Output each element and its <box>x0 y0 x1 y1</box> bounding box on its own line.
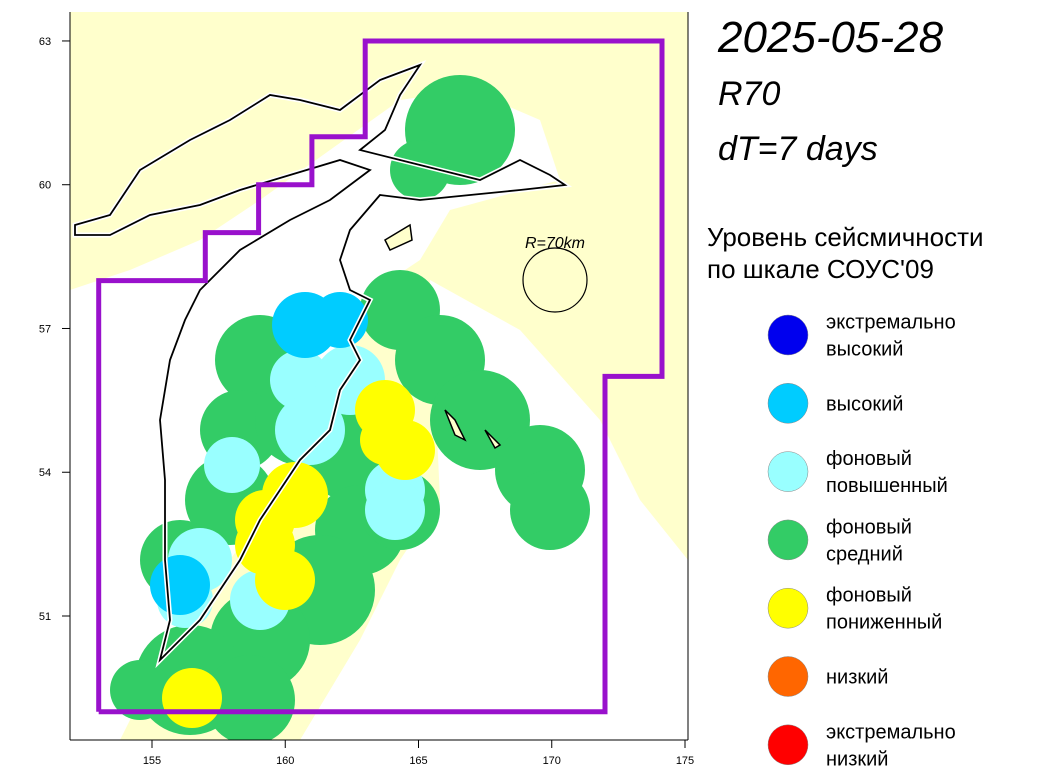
legend-label: пониженный <box>826 612 942 634</box>
lat-tick-label: 63 <box>39 36 51 48</box>
radius: R70 <box>718 75 780 113</box>
low-zone <box>162 380 435 728</box>
island <box>484 429 502 450</box>
legend-swatch <box>767 451 809 492</box>
lon-tick-label: 165 <box>409 755 427 767</box>
lon-tick-label: 155 <box>143 755 161 767</box>
island <box>384 223 413 251</box>
legend-label: низкий <box>826 667 888 689</box>
lat-tick-label: 54 <box>39 467 51 479</box>
window: dT=7 days <box>718 130 878 168</box>
island <box>444 409 467 442</box>
legend-label: фоновый <box>826 516 912 538</box>
legend-label: экстремально <box>826 721 956 743</box>
lon-tick-label: 160 <box>276 755 294 767</box>
legend-title: Уровень сейсмичности <box>707 222 984 252</box>
lon-tick-label: 170 <box>543 755 561 767</box>
map: R=70km <box>70 12 688 740</box>
legend-label: фоновый <box>826 585 912 607</box>
legend-label: высокий <box>826 393 903 415</box>
legend-label: экстремально <box>826 312 956 334</box>
legend-label: средний <box>826 543 903 565</box>
coastline <box>74 63 568 663</box>
legend-swatch <box>767 587 809 629</box>
lon-tick-label: 175 <box>676 755 694 767</box>
sea <box>70 360 150 620</box>
legend-swatch <box>767 724 809 766</box>
legend-label: низкий <box>826 748 888 770</box>
legend-label: фоновый <box>826 448 912 470</box>
legend-swatch <box>767 656 809 697</box>
legend-swatch <box>767 314 809 356</box>
radius-circle <box>522 247 588 313</box>
legend-title: по шкале СОУС'09 <box>707 254 934 284</box>
region-boundary <box>96 38 665 715</box>
radius-label: R=70km <box>525 235 585 252</box>
legend-swatch <box>767 383 809 424</box>
date: 2025-05-28 <box>717 13 944 62</box>
legend-label: повышенный <box>826 475 948 497</box>
lat-tick-label: 60 <box>39 180 51 192</box>
lat-tick-label: 57 <box>39 323 51 335</box>
legend-label: высокий <box>826 339 903 361</box>
sea <box>300 280 688 740</box>
lat-tick-label: 51 <box>39 611 51 623</box>
legend-swatch <box>767 519 809 561</box>
